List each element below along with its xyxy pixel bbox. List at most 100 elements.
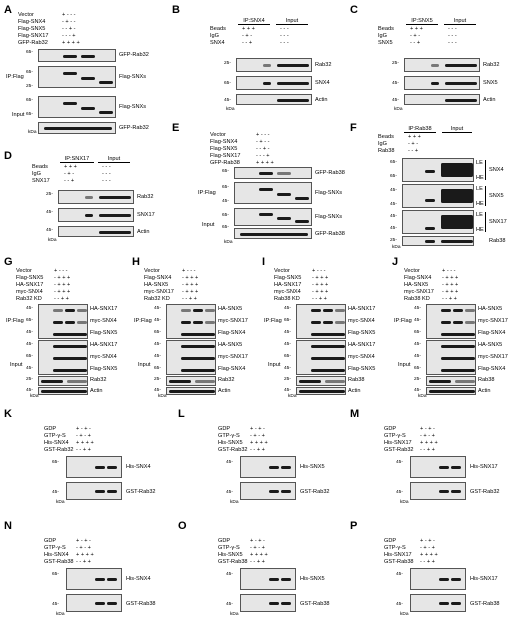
blot	[404, 76, 480, 90]
blot	[296, 387, 346, 395]
blot	[236, 94, 312, 105]
kda-label: kDa	[400, 612, 409, 617]
band-label: SNX17	[489, 219, 507, 225]
mw-marker: 65-	[390, 160, 397, 165]
blot	[240, 594, 296, 612]
blot-band	[311, 309, 321, 312]
mw-marker: 45-	[390, 226, 397, 231]
row-signs: - + - +	[420, 545, 435, 551]
kda-label: kDa	[56, 612, 65, 617]
blot-band	[451, 466, 461, 469]
blot-band	[425, 227, 435, 230]
band-label: Flag-SNX4	[218, 330, 246, 336]
row-signs: - - -	[280, 40, 289, 46]
kda-label: kDa	[226, 107, 235, 112]
band-label: LE	[476, 186, 483, 192]
blot-band	[299, 380, 321, 383]
row-label: GDP	[384, 538, 397, 544]
row-signs: + - + -	[250, 538, 265, 544]
blot-band	[95, 602, 105, 605]
mw-marker: 45-	[392, 81, 399, 86]
row-label: Vector	[16, 268, 32, 274]
row-label: His-SNX17	[384, 440, 412, 446]
panel-label: E	[172, 122, 180, 134]
blot-band	[441, 189, 473, 203]
bracket	[485, 160, 486, 180]
row-signs: - - -	[102, 164, 111, 170]
blot	[66, 456, 122, 478]
blot-band	[259, 172, 273, 175]
blot-band	[269, 466, 279, 469]
kda-label: kDa	[230, 612, 239, 617]
row-signs: + + + +	[420, 440, 438, 446]
band-label: Actin	[483, 97, 496, 103]
blot	[240, 568, 296, 590]
blot	[404, 94, 480, 105]
row-label: Vector	[274, 268, 290, 274]
row-signs: - + - +	[250, 545, 265, 551]
row-signs: - + -	[410, 33, 421, 39]
row-signs: - + - +	[76, 545, 91, 551]
band-label: GFP-Rab38	[315, 170, 345, 176]
blot-band	[281, 490, 291, 493]
mw-marker: 45-	[224, 98, 231, 103]
mw-marker: 45-	[154, 388, 161, 393]
blot-band	[95, 578, 105, 581]
band-label: Flag-SNX4	[478, 366, 506, 372]
panel-p: P GDP GTP-γ-S His-SNX17 GST-Rab38 + - + …	[350, 520, 518, 628]
ip-side-label: IP:Flag	[198, 190, 216, 196]
blot-band	[311, 321, 321, 324]
panel-label: L	[178, 408, 185, 420]
kda-label: kDa	[48, 238, 57, 243]
mw-marker: 25-	[26, 377, 33, 382]
row-label: GTP-γ-S	[218, 433, 240, 439]
panel-label: H	[132, 256, 140, 268]
mw-marker: 45-	[392, 98, 399, 103]
band-label: myc-SNX4	[90, 318, 117, 324]
panel-label: J	[392, 256, 399, 268]
blot-band	[205, 309, 215, 312]
row-signs: + - - -	[54, 268, 68, 274]
blot-band	[277, 172, 291, 175]
panel-label: M	[350, 408, 360, 420]
ip-side-label: IP:Flag	[394, 318, 412, 324]
row-label: Flag-SNX4	[18, 19, 46, 25]
blot-band	[95, 490, 105, 493]
row-label: SNX5	[378, 40, 393, 46]
mw-marker: 65-	[26, 98, 33, 103]
band-label: Rab32	[483, 62, 500, 68]
kda-label: kDa	[30, 394, 39, 399]
blot-band	[259, 213, 273, 216]
blot	[402, 158, 474, 182]
blot	[426, 387, 476, 395]
input-side-label: Input	[268, 362, 281, 368]
blot-band	[77, 309, 87, 312]
mw-marker: 25-	[224, 61, 231, 66]
band-label: HE	[476, 227, 484, 233]
row-label: Rab38 KD	[274, 296, 300, 302]
blot	[296, 376, 346, 386]
row-label: HA-SNX5	[144, 282, 169, 288]
blot	[402, 184, 474, 208]
panel-m: M GDP GTP-γ-S His-SNX17 GST-Rab32 + - + …	[350, 408, 518, 516]
row-label: Flag-SNX5	[210, 146, 238, 152]
blot-band	[425, 199, 435, 202]
mw-marker: 65-	[414, 330, 421, 335]
mw-marker: 65-	[284, 354, 291, 359]
band-label: SNX4	[489, 167, 504, 173]
blot-band	[277, 82, 309, 85]
band-label: SNX5	[489, 193, 504, 199]
mw-marker: 45-	[26, 330, 33, 335]
row-label: His-SNX5	[218, 552, 243, 558]
row-signs: + + +	[64, 164, 77, 170]
row-label: Beads	[32, 164, 48, 170]
blot-band	[81, 77, 95, 80]
kda-label: kDa	[392, 245, 401, 250]
band-label: HA-SNX5	[478, 342, 503, 348]
row-signs: - + -	[64, 171, 75, 177]
row-signs: - + + +	[442, 282, 459, 288]
blot-band	[99, 196, 131, 199]
mw-marker: 45-	[396, 572, 403, 577]
blot-band	[299, 390, 345, 393]
band-label: His-SNX5	[300, 576, 325, 582]
